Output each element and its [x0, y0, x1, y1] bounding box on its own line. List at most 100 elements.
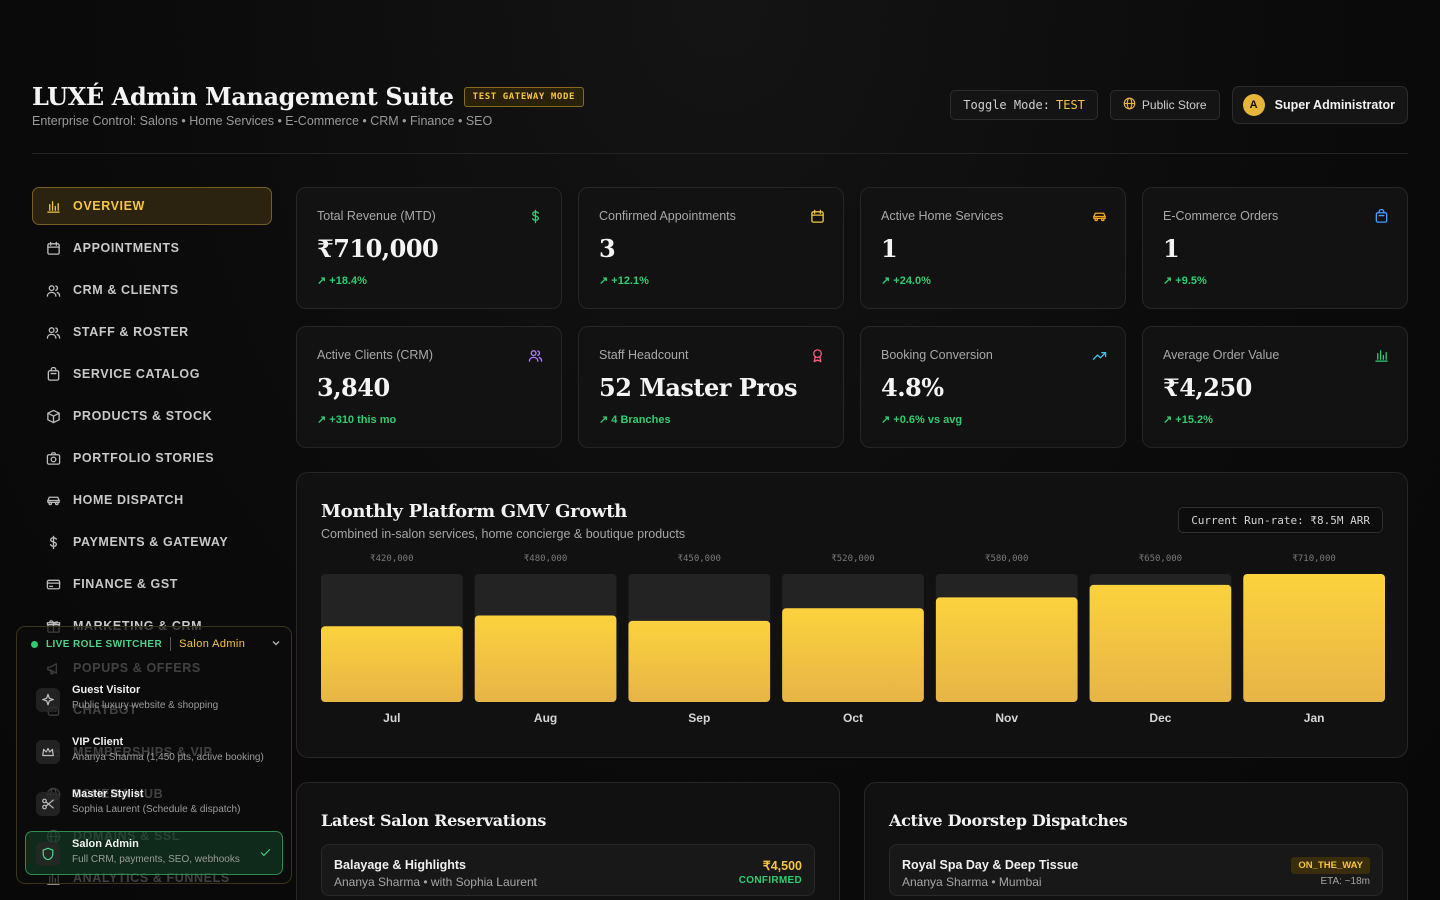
app-title: LUXÉ Admin Management Suite [32, 82, 454, 111]
bar-value-label: ₹450,000 [678, 554, 721, 564]
kpi-card[interactable]: Average Order Value ₹4,250 ↗ +15.2% [1142, 326, 1408, 448]
reservation-client: Ananya Sharma • with Sophia Laurent [334, 875, 537, 889]
divider [170, 637, 172, 651]
kpi-value: ₹4,250 [1163, 373, 1252, 402]
kpi-card[interactable]: Staff Headcount 52 Master Pros ↗ 4 Branche… [578, 326, 844, 448]
role-switcher-label: LIVE ROLE SWITCHER [46, 638, 163, 650]
sidebar-item-label: SERVICE CATALOG [73, 367, 201, 381]
sidebar-item-crm-clients[interactable]: CRM & CLIENTS [32, 271, 272, 309]
car-icon [1091, 208, 1107, 224]
kpi-value: 3 [599, 234, 616, 263]
bar-jan[interactable] [1243, 574, 1385, 702]
x-tick-label: Jan [1304, 711, 1325, 725]
sidebar-item-payments-gateway[interactable]: PAYMENTS & GATEWAY [32, 523, 272, 561]
public-store-label: Public Store [1141, 98, 1207, 112]
kpi-label: Active Home Services [881, 209, 1004, 223]
bar-jul[interactable] [321, 626, 463, 702]
role-option-desc: Public luxury website & shopping [72, 700, 219, 711]
kpi-label: Average Order Value [1163, 348, 1280, 362]
role-option[interactable]: VIP Client Ananya Sharma (1,450 pts, acti… [25, 729, 283, 773]
sparkle-icon [36, 688, 60, 712]
dispatch-eta: ETA: ~18m [1320, 876, 1370, 887]
kpi-label: Staff Headcount [599, 348, 689, 362]
role-switcher-panel: LIVE ROLE SWITCHER Salon Admin Guest Vis… [16, 626, 292, 884]
users-icon [527, 347, 543, 363]
sidebar-item-staff-roster[interactable]: STAFF & ROSTER [32, 313, 272, 351]
app-subtitle: Enterprise Control: Salons • Home Servic… [32, 114, 493, 128]
check-icon [259, 846, 272, 864]
dispatch-row[interactable]: Royal Spa Day & Deep Tissue Ananya Sharm… [889, 844, 1383, 896]
award-icon [809, 347, 825, 363]
scissors-icon [36, 792, 60, 816]
kpi-value: ₹710,000 [317, 234, 439, 263]
kpi-card[interactable]: Total Revenue (MTD) ₹710,000 ↗ +18.4% [296, 187, 562, 309]
kpi-card[interactable]: E-Commerce Orders 1 ↗ +9.5% [1142, 187, 1408, 309]
kpi-card[interactable]: Active Clients (CRM) 3,840 ↗ +310 this mo [296, 326, 562, 448]
sidebar-item-finance-gst[interactable]: FINANCE & GST [32, 565, 272, 603]
gmv-chart-card: Monthly Platform GMV Growth Combined in-… [296, 472, 1408, 758]
kpi-value: 3,840 [317, 373, 390, 402]
dispatches-title: Active Doorstep Dispatches [889, 811, 1128, 830]
bar-chart-icon [1373, 347, 1389, 363]
latest-reservations-panel: Latest Salon Reservations Balayage & Hig… [296, 782, 840, 900]
calendar-icon [809, 208, 825, 224]
user-role-label: Super Administrator [1274, 98, 1395, 112]
sidebar-item-overview[interactable]: OVERVIEW [32, 187, 272, 225]
x-tick-label: Jul [383, 711, 400, 725]
bar-oct[interactable] [782, 608, 924, 702]
role-switcher-header[interactable]: LIVE ROLE SWITCHER Salon Admin [31, 637, 281, 651]
role-option-name: Salon Admin [72, 838, 139, 850]
avatar: A [1242, 94, 1265, 116]
sidebar-item-appointments[interactable]: APPOINTMENTS [32, 229, 272, 267]
x-tick-label: Dec [1149, 711, 1171, 725]
sidebar-item-label: APPOINTMENTS [73, 241, 180, 255]
sidebar-item-products-stock[interactable]: PRODUCTS & STOCK [32, 397, 272, 435]
kpi-card[interactable]: Confirmed Appointments 3 ↗ +12.1% [578, 187, 844, 309]
x-tick-label: Aug [534, 711, 557, 725]
sidebar-item-label: CRM & CLIENTS [73, 283, 179, 297]
role-option[interactable]: Master Stylist Sophia Laurent (Schedule &… [25, 781, 283, 825]
kpi-delta: ↗ +9.5% [1163, 275, 1207, 287]
reservation-row[interactable]: Balayage & Highlights Ananya Sharma • wi… [321, 844, 815, 896]
bar-value-label: ₹480,000 [524, 554, 567, 564]
sidebar-item-portfolio-stories[interactable]: PORTFOLIO STORIES [32, 439, 272, 477]
page-header: LUXÉ Admin Management Suite TEST GATEWAY… [32, 80, 1408, 154]
chevron-down-icon [271, 638, 281, 651]
users-icon [45, 324, 61, 340]
globe-icon [1123, 97, 1136, 113]
kpi-card[interactable]: Booking Conversion 4.8% ↗ +0.6% vs avg [860, 326, 1126, 448]
kpi-delta: ↗ +15.2% [1163, 414, 1213, 426]
live-dot-icon [31, 640, 38, 648]
dollar-icon [45, 534, 61, 550]
kpi-delta: ↗ 4 Branches [599, 414, 671, 426]
dispatch-status-badge: ON_THE_WAY [1291, 857, 1370, 874]
reservations-title: Latest Salon Reservations [321, 811, 547, 830]
kpi-label: E-Commerce Orders [1163, 209, 1279, 223]
role-option-name: Guest Visitor [72, 684, 141, 696]
toggle-mode-button[interactable]: Toggle Mode: TEST [950, 90, 1098, 120]
sidebar-item-home-dispatch[interactable]: HOME DISPATCH [32, 481, 272, 519]
dispatch-client: Ananya Sharma • Mumbai [902, 875, 1042, 889]
bar-nov[interactable] [935, 597, 1078, 702]
bar-value-label: ₹420,000 [370, 554, 413, 564]
users-icon [45, 282, 61, 298]
bar-dec[interactable] [1089, 584, 1232, 702]
bar-aug[interactable] [474, 615, 617, 702]
shield-icon [36, 842, 60, 866]
role-option[interactable]: Guest Visitor Public luxury website & sho… [25, 677, 283, 721]
user-menu-button[interactable]: A Super Administrator [1231, 86, 1408, 124]
kpi-value: 1 [1163, 234, 1180, 263]
sidebar-item-service-catalog[interactable]: SERVICE CATALOG [32, 355, 272, 393]
x-tick-label: Sep [688, 711, 710, 725]
calendar-icon [45, 240, 61, 256]
sidebar-item-label: STAFF & ROSTER [73, 325, 189, 339]
kpi-card[interactable]: Active Home Services 1 ↗ +24.0% [860, 187, 1126, 309]
current-role: Salon Admin [179, 638, 246, 650]
kpi-delta: ↗ +0.6% vs avg [881, 414, 963, 426]
role-option[interactable]: Salon Admin Full CRM, payments, SEO, webh… [25, 831, 283, 875]
sidebar-item-label: HOME DISPATCH [73, 493, 184, 507]
x-tick-label: Oct [843, 711, 863, 725]
bar-sep[interactable] [628, 620, 771, 702]
kpi-value: 1 [881, 234, 898, 263]
public-store-button[interactable]: Public Store [1109, 90, 1220, 120]
